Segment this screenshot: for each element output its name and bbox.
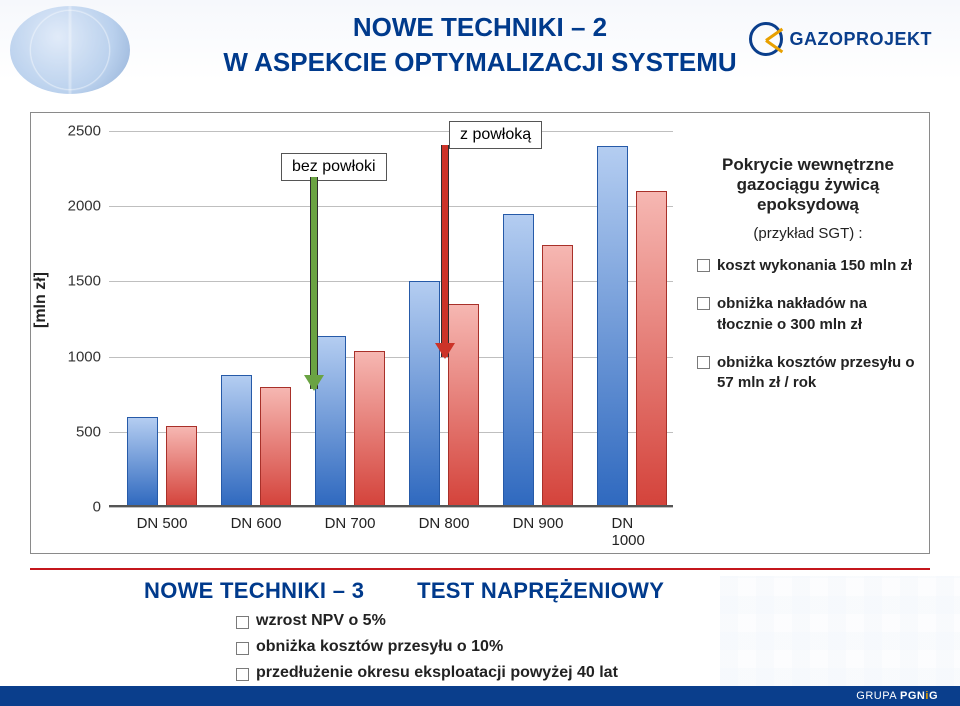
y-tick-label: 1500: [51, 273, 101, 290]
y-tick-label: 500: [51, 423, 101, 440]
logo-text: GAZOPROJEKT: [789, 29, 932, 50]
side-text-panel: Pokrycie wewnętrzne gazociągu żywicą epo…: [695, 155, 921, 411]
y-tick-label: 2500: [51, 123, 101, 140]
bottom-bullet-list: wzrost NPV o 5% obniżka kosztów przesyłu …: [234, 612, 844, 682]
side-bullet: koszt wykonania 150 mln zł: [695, 256, 921, 276]
section-divider: [30, 568, 930, 570]
bottom-section: NOWE TECHNIKI – 3 TEST NAPRĘŻENIOWY wzro…: [144, 578, 844, 690]
bottom-bullet: wzrost NPV o 5%: [234, 612, 844, 630]
y-axis-title: [mln zł]: [32, 272, 50, 328]
side-subtitle: (przykład SGT) :: [695, 225, 921, 242]
x-tick-label: DN 900: [513, 515, 564, 532]
x-tick-label: DN 1000: [612, 515, 653, 549]
logo-icon: [749, 22, 783, 56]
callout-arrows: [109, 117, 673, 521]
bottom-bullet: obniżka kosztów przesyłu o 10%: [234, 638, 844, 656]
bottom-title: NOWE TECHNIKI – 3 TEST NAPRĘŻENIOWY: [144, 578, 844, 604]
plot-area: bez powłoki z powłoką: [109, 131, 673, 507]
bottom-title-a: NOWE TECHNIKI – 3: [144, 578, 364, 603]
bottom-title-b: TEST NAPRĘŻENIOWY: [417, 578, 664, 603]
chart-frame: [mln zł] bez powłoki z powłoką DN 500 DN …: [30, 112, 930, 554]
x-tick-label: DN 500: [137, 515, 188, 532]
x-axis-labels: DN 500DN 600DN 700DN 800DN 900DN 1000: [109, 515, 673, 537]
brand-logo: GAZOPROJEKT: [749, 22, 932, 56]
bottom-bullet: przedłużenie okresu eksploatacji powyżej…: [234, 664, 844, 682]
y-tick-label: 2000: [51, 198, 101, 215]
x-tick-label: DN 600: [231, 515, 282, 532]
footer-text: GRUPA PGNiG: [856, 690, 938, 702]
x-tick-label: DN 800: [419, 515, 470, 532]
side-heading: Pokrycie wewnętrzne gazociągu żywicą epo…: [695, 155, 921, 215]
footer-bar: GRUPA PGNiG: [0, 686, 960, 706]
side-bullet: obniżka nakładów na tłocznie o 300 mln z…: [695, 294, 921, 335]
y-tick-label: 1000: [51, 348, 101, 365]
side-bullet-list: koszt wykonania 150 mln zł obniżka nakład…: [695, 256, 921, 393]
x-tick-label: DN 700: [325, 515, 376, 532]
y-tick-label: 0: [51, 499, 101, 516]
side-bullet: obniżka kosztów przesyłu o 57 mln zł / r…: [695, 353, 921, 394]
